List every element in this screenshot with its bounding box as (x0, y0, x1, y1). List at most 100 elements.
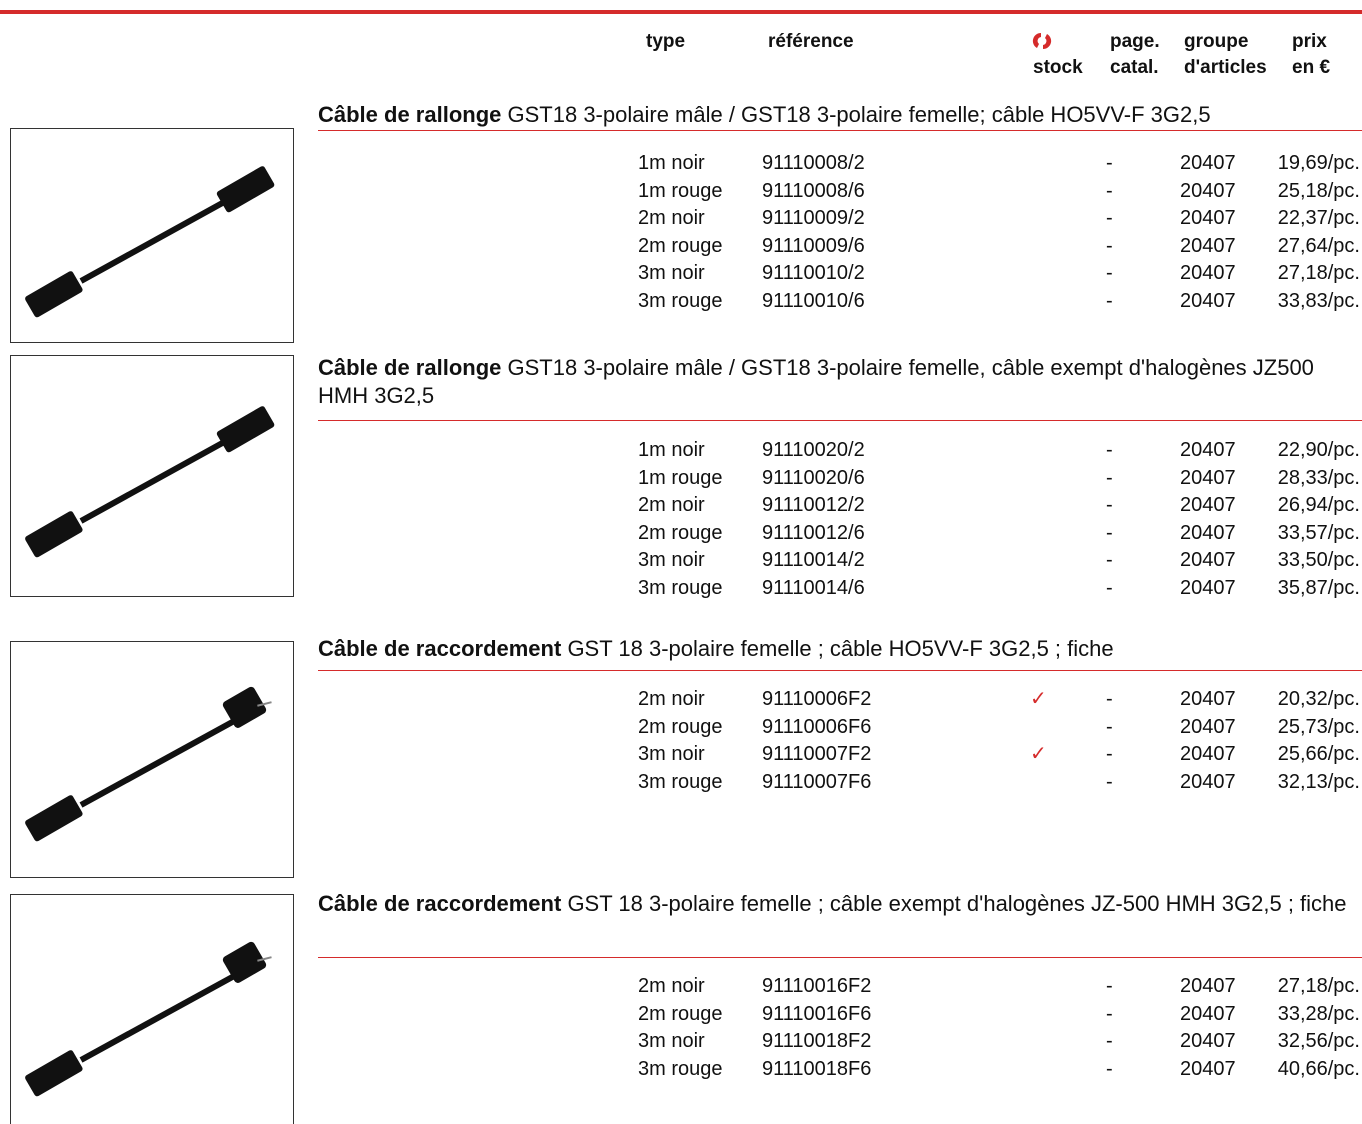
page: - (1106, 207, 1113, 229)
price: 32,56/pc. (1277, 1030, 1360, 1052)
type: 2m noir (638, 688, 705, 710)
price: 32,13/pc. (1277, 770, 1360, 793)
type: 2m rouge (638, 715, 723, 738)
reference: 91110010/2 (762, 262, 865, 284)
group: 20407 (1180, 1030, 1236, 1052)
cable-drawing (25, 941, 272, 1097)
type: 2m rouge (638, 234, 723, 257)
stock-check: ✓ (1030, 743, 1047, 765)
type: 3m rouge (638, 1057, 723, 1080)
reference: 91110008/6 (762, 179, 865, 202)
page: - (1106, 234, 1113, 257)
group: 20407 (1180, 152, 1236, 174)
stock-icon (1032, 32, 1052, 50)
top-bar (0, 10, 1362, 14)
page: - (1106, 152, 1113, 174)
group: 20407 (1180, 262, 1236, 284)
section-rule (318, 957, 1362, 958)
price: 25,66/pc. (1277, 743, 1360, 765)
type: 3m noir (638, 1030, 705, 1052)
price: 25,73/pc. (1277, 715, 1360, 738)
price: 27,64/pc. (1277, 234, 1360, 257)
page: - (1106, 1030, 1113, 1052)
page: - (1106, 975, 1113, 997)
reference: 91110006F6 (762, 715, 872, 738)
type: 2m noir (638, 975, 705, 997)
section-title: Câble de rallonge GST18 3-polaire mâle /… (318, 101, 1358, 129)
reference: 91110018F6 (762, 1057, 872, 1080)
title-rest: GST18 3-polaire mâle / GST18 3-polaire f… (318, 355, 1314, 408)
page: - (1106, 466, 1113, 489)
group: 20407 (1180, 207, 1236, 229)
reference: 91110006F2 (762, 688, 872, 710)
type: 3m noir (638, 743, 705, 765)
reference: 91110012/6 (762, 521, 865, 544)
page: - (1106, 439, 1113, 461)
type: 3m rouge (638, 576, 723, 599)
group: 20407 (1180, 688, 1236, 710)
header-page: catal. (1110, 57, 1159, 78)
header-reference: référence (768, 31, 854, 52)
section-title: Câble de raccordement GST 18 3-polaire f… (318, 635, 1358, 663)
header-stock: stock (1033, 57, 1083, 78)
reference: 91110007F2 (762, 743, 872, 765)
cable-drawing (25, 406, 275, 558)
title-bold: Câble de raccordement (318, 636, 562, 661)
type: 2m noir (638, 207, 705, 229)
price: 25,18/pc. (1277, 179, 1360, 202)
reference: 91110012/2 (762, 494, 865, 516)
reference: 91110007F6 (762, 770, 872, 793)
group: 20407 (1180, 439, 1236, 461)
reference: 91110014/6 (762, 576, 865, 599)
page: - (1106, 715, 1113, 738)
group: 20407 (1180, 1057, 1236, 1080)
price: 27,18/pc. (1277, 975, 1360, 997)
group: 20407 (1180, 770, 1236, 793)
title-bold: Câble de raccordement (318, 891, 562, 916)
page: - (1106, 262, 1113, 284)
group: 20407 (1180, 549, 1236, 571)
price: 33,83/pc. (1277, 289, 1360, 312)
product-image (10, 128, 294, 343)
type: 3m rouge (638, 770, 723, 793)
product-image (10, 355, 294, 597)
price: 22,90/pc. (1277, 439, 1360, 461)
section-rule (318, 420, 1362, 421)
group: 20407 (1180, 494, 1236, 516)
price: 40,66/pc. (1277, 1057, 1360, 1080)
type: 2m rouge (638, 1002, 723, 1025)
reference: 91110008/2 (762, 152, 865, 174)
type: 1m rouge (638, 179, 723, 202)
title-rest: GST 18 3-polaire femelle ; câble HO5VV-F… (567, 636, 1114, 661)
page: - (1106, 688, 1113, 710)
price: 22,37/pc. (1277, 207, 1360, 229)
page: - (1106, 179, 1113, 202)
reference: 91110020/2 (762, 439, 865, 461)
type: 3m noir (638, 549, 705, 571)
reference: 91110020/6 (762, 466, 865, 489)
section-rule (318, 130, 1362, 131)
group: 20407 (1180, 234, 1236, 257)
price: 33,50/pc. (1277, 549, 1360, 571)
price: 20,32/pc. (1277, 688, 1360, 710)
price: 27,18/pc. (1277, 262, 1360, 284)
reference: 91110010/6 (762, 289, 865, 312)
type: 3m rouge (638, 289, 723, 312)
page: - (1106, 1057, 1113, 1080)
group: 20407 (1180, 179, 1236, 202)
header-type: type (646, 31, 686, 52)
price: 28,33/pc. (1277, 466, 1360, 489)
type: 2m noir (638, 494, 705, 516)
price: 33,57/pc. (1277, 521, 1360, 544)
page: - (1106, 549, 1113, 571)
header-page: page. (1110, 31, 1160, 52)
type: 1m noir (638, 439, 705, 461)
product-image (10, 641, 294, 878)
type: 2m rouge (638, 521, 723, 544)
reference: 91110009/2 (762, 207, 865, 229)
reference: 91110014/2 (762, 549, 865, 571)
section-title: Câble de rallonge GST18 3-polaire mâle /… (318, 354, 1358, 410)
cable-drawing (25, 165, 275, 317)
reference: 91110016F2 (762, 975, 872, 997)
